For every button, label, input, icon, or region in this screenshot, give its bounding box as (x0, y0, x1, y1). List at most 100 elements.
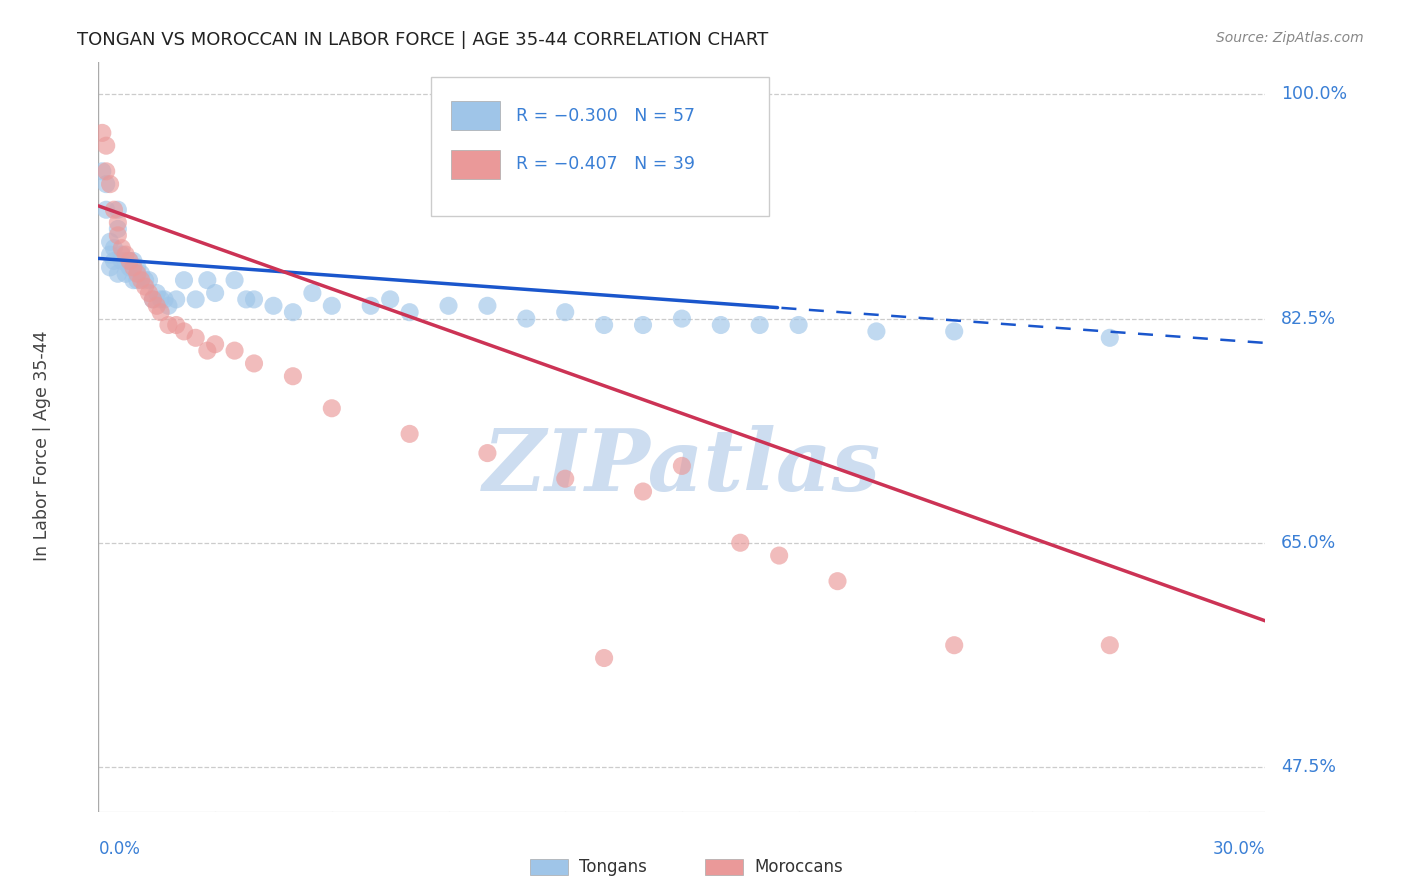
Point (360, 299, 382, 313)
Point (138, 285, 160, 300)
Bar (706, 859, 742, 875)
Point (554, 472, 576, 486)
Text: ZIPatlas: ZIPatlas (482, 425, 882, 508)
Point (173, 273, 195, 287)
Point (122, 254, 145, 268)
Point (235, 293, 257, 307)
Point (118, 254, 141, 268)
Point (477, 299, 499, 313)
FancyBboxPatch shape (432, 78, 769, 216)
Point (96, 138, 118, 153)
Point (748, 318, 770, 332)
Point (96, 164, 118, 178)
Point (593, 318, 616, 332)
Point (153, 293, 176, 307)
Point (710, 318, 733, 332)
Point (224, 343, 246, 358)
Point (107, 267, 129, 281)
Point (243, 293, 266, 307)
Point (98, 260, 121, 275)
Point (865, 325, 887, 339)
Point (195, 273, 218, 287)
Point (107, 202, 129, 217)
Point (768, 549, 790, 563)
Text: 100.0%: 100.0% (1281, 86, 1347, 103)
Bar (530, 859, 568, 875)
Point (134, 279, 156, 293)
Bar (451, 150, 501, 178)
Point (91, 164, 114, 178)
Point (157, 318, 180, 332)
Point (127, 260, 149, 275)
Point (730, 535, 752, 549)
Point (111, 241, 134, 255)
Point (146, 299, 169, 313)
Point (262, 299, 284, 313)
Point (114, 254, 136, 268)
Point (142, 293, 165, 307)
Point (398, 305, 420, 319)
Point (91, 126, 114, 140)
Point (114, 247, 136, 261)
Point (96, 202, 118, 217)
Point (1098, 638, 1121, 652)
Point (671, 311, 693, 326)
Bar (451, 102, 501, 130)
Point (138, 273, 160, 287)
Text: R = −0.407   N = 39: R = −0.407 N = 39 (516, 155, 695, 173)
Point (631, 484, 654, 499)
Point (129, 273, 152, 287)
Point (281, 305, 304, 319)
Point (98, 235, 121, 249)
Point (195, 343, 218, 358)
Point (103, 202, 125, 217)
Point (107, 228, 129, 243)
Text: Source: ZipAtlas.com: Source: ZipAtlas.com (1216, 31, 1364, 45)
Point (281, 369, 304, 384)
Point (224, 273, 246, 287)
Point (204, 337, 226, 351)
Point (157, 299, 180, 313)
Point (321, 401, 343, 416)
Point (134, 273, 156, 287)
Text: 47.5%: 47.5% (1281, 758, 1336, 776)
Point (165, 318, 187, 332)
Point (98, 177, 121, 191)
Point (593, 651, 616, 665)
Point (107, 222, 129, 236)
Point (98, 247, 121, 261)
Point (787, 318, 810, 332)
Point (398, 426, 420, 441)
Point (631, 318, 654, 332)
Text: 82.5%: 82.5% (1281, 310, 1336, 327)
Point (184, 331, 207, 345)
Point (943, 325, 966, 339)
Point (149, 305, 172, 319)
Point (118, 254, 141, 268)
Text: 65.0%: 65.0% (1281, 533, 1336, 552)
Point (671, 458, 693, 473)
Point (943, 638, 966, 652)
Point (204, 285, 226, 300)
Point (243, 356, 266, 370)
Text: 0.0%: 0.0% (98, 840, 141, 858)
Point (1098, 331, 1121, 345)
Point (111, 247, 134, 261)
Point (515, 311, 537, 326)
Point (827, 574, 849, 589)
Point (149, 293, 172, 307)
Point (129, 267, 152, 281)
Point (103, 254, 125, 268)
Text: R = −0.300   N = 57: R = −0.300 N = 57 (516, 107, 695, 125)
Point (114, 267, 136, 281)
Text: In Labor Force | Age 35-44: In Labor Force | Age 35-44 (34, 331, 51, 561)
Point (127, 273, 149, 287)
Point (301, 285, 323, 300)
Point (127, 267, 149, 281)
Point (173, 325, 195, 339)
Point (142, 293, 165, 307)
Point (111, 254, 134, 268)
Point (122, 273, 145, 287)
Point (380, 293, 402, 307)
Point (437, 299, 460, 313)
